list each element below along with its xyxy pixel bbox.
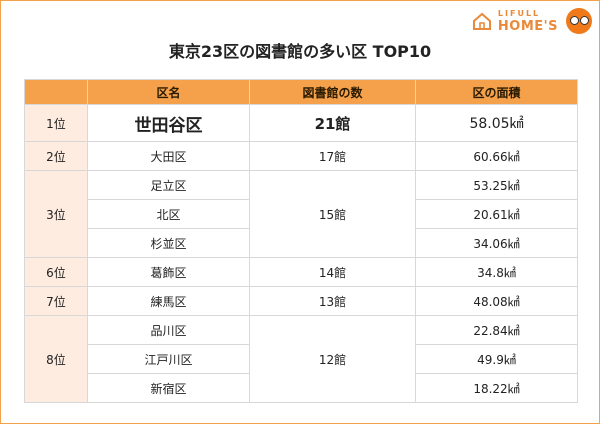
libraries-header: 図書館の数	[249, 79, 416, 105]
rank-cell: 3位	[24, 170, 88, 258]
ward-cell: 杉並区	[87, 228, 250, 258]
area-cell: 34.8㎢	[415, 257, 578, 287]
libraries-cell: 13館	[249, 286, 416, 316]
rank-cell: 7位	[24, 286, 88, 316]
area-cell: 49.9㎢	[415, 344, 578, 374]
ward-header: 区名	[87, 79, 250, 105]
mascot-icon	[566, 8, 592, 34]
mascot-eye-left	[570, 16, 579, 25]
rank-cell: 1位	[24, 104, 88, 142]
ward-cell: 葛飾区	[87, 257, 250, 287]
area-cell: 53.25㎢	[415, 170, 578, 200]
mascot-eye-right	[580, 16, 589, 25]
rank-header	[24, 79, 88, 105]
table-header-row: 区名 図書館の数 区の面積	[24, 79, 578, 105]
ward-cell: 練馬区	[87, 286, 250, 316]
libraries-cell: 14館	[249, 257, 416, 287]
ward-cell: 江戸川区	[87, 344, 250, 374]
area-cell: 20.61㎢	[415, 199, 578, 229]
brand-logo[interactable]: LIFULL HOME'S	[472, 6, 592, 36]
ward-cell: 品川区	[87, 315, 250, 345]
page-title: 東京23区の図書館の多い区 TOP10	[168, 42, 432, 61]
table-row: 8位 品川区 12館 22.84㎢	[24, 315, 578, 403]
ward-cell: 北区	[87, 199, 250, 229]
libraries-cell: 15館	[249, 170, 416, 258]
area-cell: 34.06㎢	[415, 228, 578, 258]
table-row: 新宿区 18.22㎢	[25, 373, 578, 403]
area-cell: 60.66㎢	[415, 141, 578, 171]
libraries-cell: 12館	[249, 315, 416, 403]
table-row: 1位 世田谷区 21館 58.05㎢	[24, 104, 578, 142]
table-row: 7位 練馬区 13館 48.08㎢	[24, 286, 578, 316]
rank-cell: 6位	[24, 257, 88, 287]
ward-cell: 世田谷区	[87, 104, 250, 142]
area-cell: 18.22㎢	[415, 373, 578, 403]
area-header: 区の面積	[415, 79, 578, 105]
table-row: 北区 20.61㎢	[25, 199, 578, 229]
ward-cell: 新宿区	[87, 373, 250, 403]
logo-top-text: LIFULL	[497, 8, 541, 18]
table-row: 2位 大田区 17館 60.66㎢	[24, 141, 578, 171]
libraries-cell: 21館	[249, 104, 416, 142]
area-cell: 48.08㎢	[415, 286, 578, 316]
table-row: 6位 葛飾区 14館 34.8㎢	[24, 257, 578, 287]
rank-cell: 8位	[24, 315, 88, 403]
ward-cell: 足立区	[87, 170, 250, 200]
area-cell: 58.05㎢	[415, 104, 578, 142]
logo-bottom-text: HOME'S	[497, 18, 558, 34]
table-row: 杉並区 34.06㎢	[25, 228, 578, 258]
table-row: 3位 足立区 15館 53.25㎢	[24, 170, 578, 258]
area-cell: 22.84㎢	[415, 315, 578, 345]
logo-wordmark: LIFULL HOME'S	[497, 8, 558, 34]
libraries-cell: 17館	[249, 141, 416, 171]
house-logo-icon	[472, 12, 491, 30]
ward-cell: 大田区	[87, 141, 250, 171]
rank-cell: 2位	[24, 141, 88, 171]
ranking-table: 区名 図書館の数 区の面積 1位 世田谷区 21館 58.05㎢ 2位 大田区 …	[24, 79, 578, 403]
